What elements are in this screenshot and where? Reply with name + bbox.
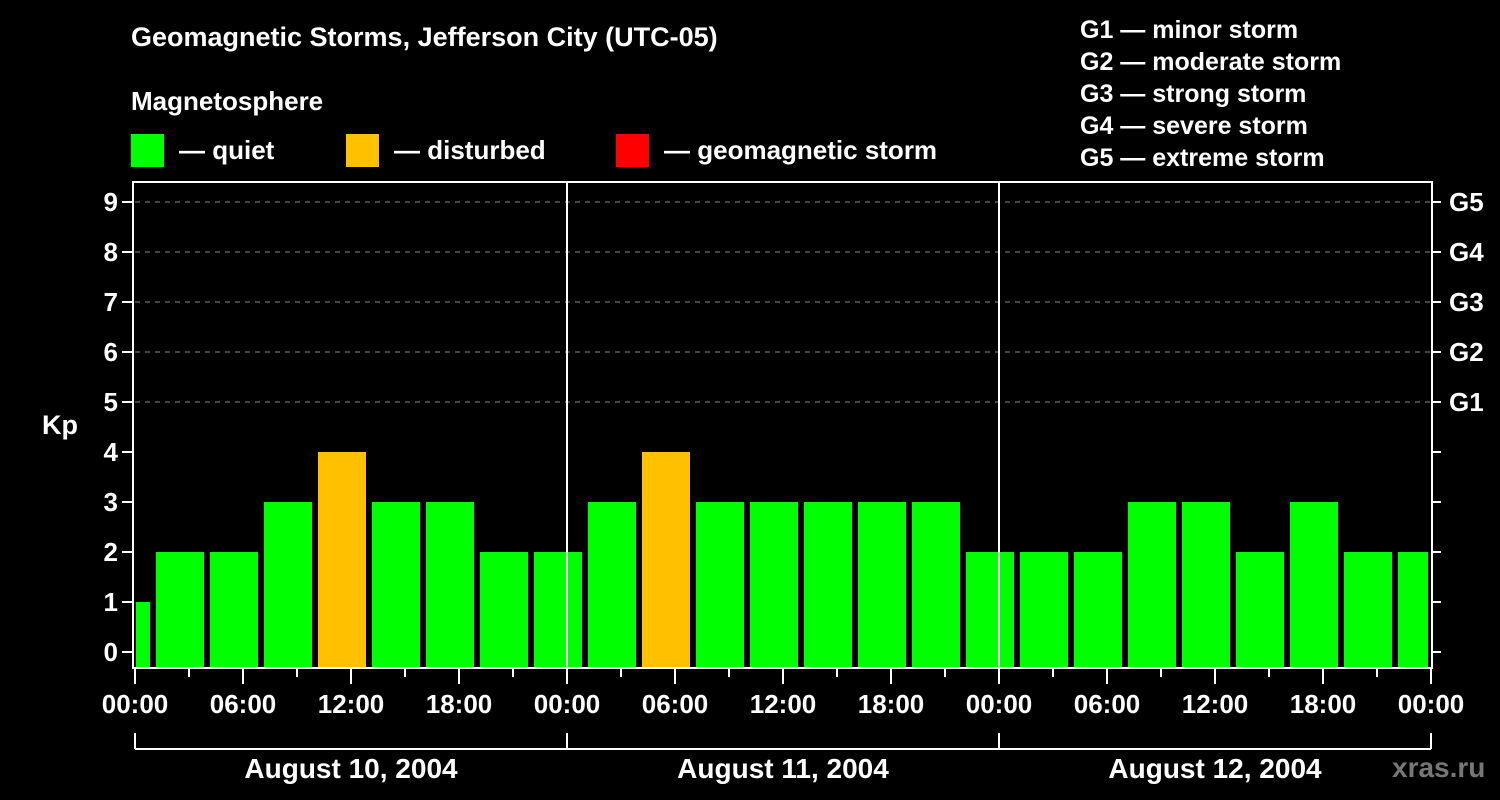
x-tick-label: 12:00	[749, 689, 817, 719]
x-tick-label: 06:00	[209, 689, 277, 719]
legend-swatch-storm	[616, 133, 649, 167]
chart-subtitle: Magnetosphere	[131, 86, 324, 116]
kp-bar	[156, 552, 204, 668]
kp-bar	[804, 502, 852, 668]
y-tick-label: 6	[103, 337, 118, 367]
kp-bar	[1344, 552, 1392, 668]
kp-bar	[588, 502, 636, 668]
y-tick-label: 2	[103, 537, 118, 567]
kp-bar	[264, 502, 312, 668]
legend-label: — quiet	[179, 134, 275, 165]
g-scale-tick-label: G3	[1449, 287, 1484, 317]
x-tick-label: 18:00	[1289, 689, 1357, 719]
g-scale-tick-label: G1	[1449, 387, 1484, 417]
x-tick-label: 06:00	[641, 689, 709, 719]
g-scale-tick-label: G4	[1449, 237, 1484, 267]
legend-label: — geomagnetic storm	[664, 134, 938, 165]
storm-scale-g1: G1 — minor storm	[1080, 16, 1299, 44]
storm-scale-g2: G2 — moderate storm	[1080, 48, 1342, 76]
kp-bar	[750, 502, 798, 668]
kp-bar	[1236, 552, 1284, 668]
x-tick-label: 06:00	[1073, 689, 1141, 719]
kp-bar	[1398, 552, 1428, 668]
day-label: August 12, 2004	[1108, 753, 1322, 784]
x-tick-label: 12:00	[1181, 689, 1249, 719]
y-tick-label: 3	[103, 487, 118, 517]
storm-scale-g5: G5 — extreme storm	[1080, 144, 1325, 172]
kp-bar	[642, 452, 690, 668]
kp-bar	[966, 552, 1014, 668]
kp-bar	[372, 502, 420, 668]
kp-bar	[480, 552, 528, 668]
x-tick-label: 12:00	[317, 689, 385, 719]
kp-bar	[318, 452, 366, 668]
legend-label: — disturbed	[394, 134, 546, 165]
kp-bar	[1182, 502, 1230, 668]
x-tick-label: 18:00	[857, 689, 925, 719]
storm-scale-legend: G1 — minor storm G2 — moderate storm G3 …	[1080, 14, 1341, 174]
legend-storm: — geomagnetic storm	[616, 133, 937, 167]
kp-bar	[1128, 502, 1176, 668]
storm-scale-g4: G4 — severe storm	[1080, 112, 1308, 140]
x-tick-label: 00:00	[1397, 689, 1465, 719]
legend-quiet: — quiet	[131, 133, 274, 167]
kp-bar	[534, 552, 582, 668]
kp-bar	[210, 552, 258, 668]
y-axis-label: Kp	[42, 410, 78, 440]
y-tick-label: 5	[103, 387, 118, 417]
kp-bar	[136, 602, 150, 668]
kp-bar	[1074, 552, 1122, 668]
kp-bar	[1290, 502, 1338, 668]
y-tick-label: 4	[103, 437, 118, 467]
kp-bar	[1020, 552, 1068, 668]
g-scale-tick-label: G2	[1449, 337, 1484, 367]
kp-bar	[858, 502, 906, 668]
y-tick-label: 8	[103, 237, 118, 267]
kp-bar	[696, 502, 744, 668]
watermark: xras.ru	[1392, 752, 1486, 783]
kp-bar	[426, 502, 474, 668]
x-tick-label: 00:00	[101, 689, 169, 719]
kp-bar	[912, 502, 960, 668]
day-label: August 11, 2004	[677, 753, 889, 784]
legend-swatch-quiet	[131, 133, 164, 167]
chart-title: Geomagnetic Storms, Jefferson City (UTC-…	[131, 22, 718, 52]
day-label: August 10, 2004	[244, 753, 458, 784]
y-tick-label: 9	[103, 187, 118, 217]
y-tick-label: 7	[103, 287, 118, 317]
legend-disturbed: — disturbed	[346, 133, 546, 167]
x-tick-label: 00:00	[965, 689, 1033, 719]
y-tick-label: 1	[103, 587, 118, 617]
x-tick-label: 00:00	[533, 689, 601, 719]
legend-swatch-disturbed	[346, 133, 379, 167]
x-tick-label: 18:00	[425, 689, 493, 719]
y-tick-label: 0	[103, 637, 118, 667]
storm-scale-g3: G3 — strong storm	[1080, 80, 1307, 108]
g-scale-tick-label: G5	[1449, 187, 1484, 217]
